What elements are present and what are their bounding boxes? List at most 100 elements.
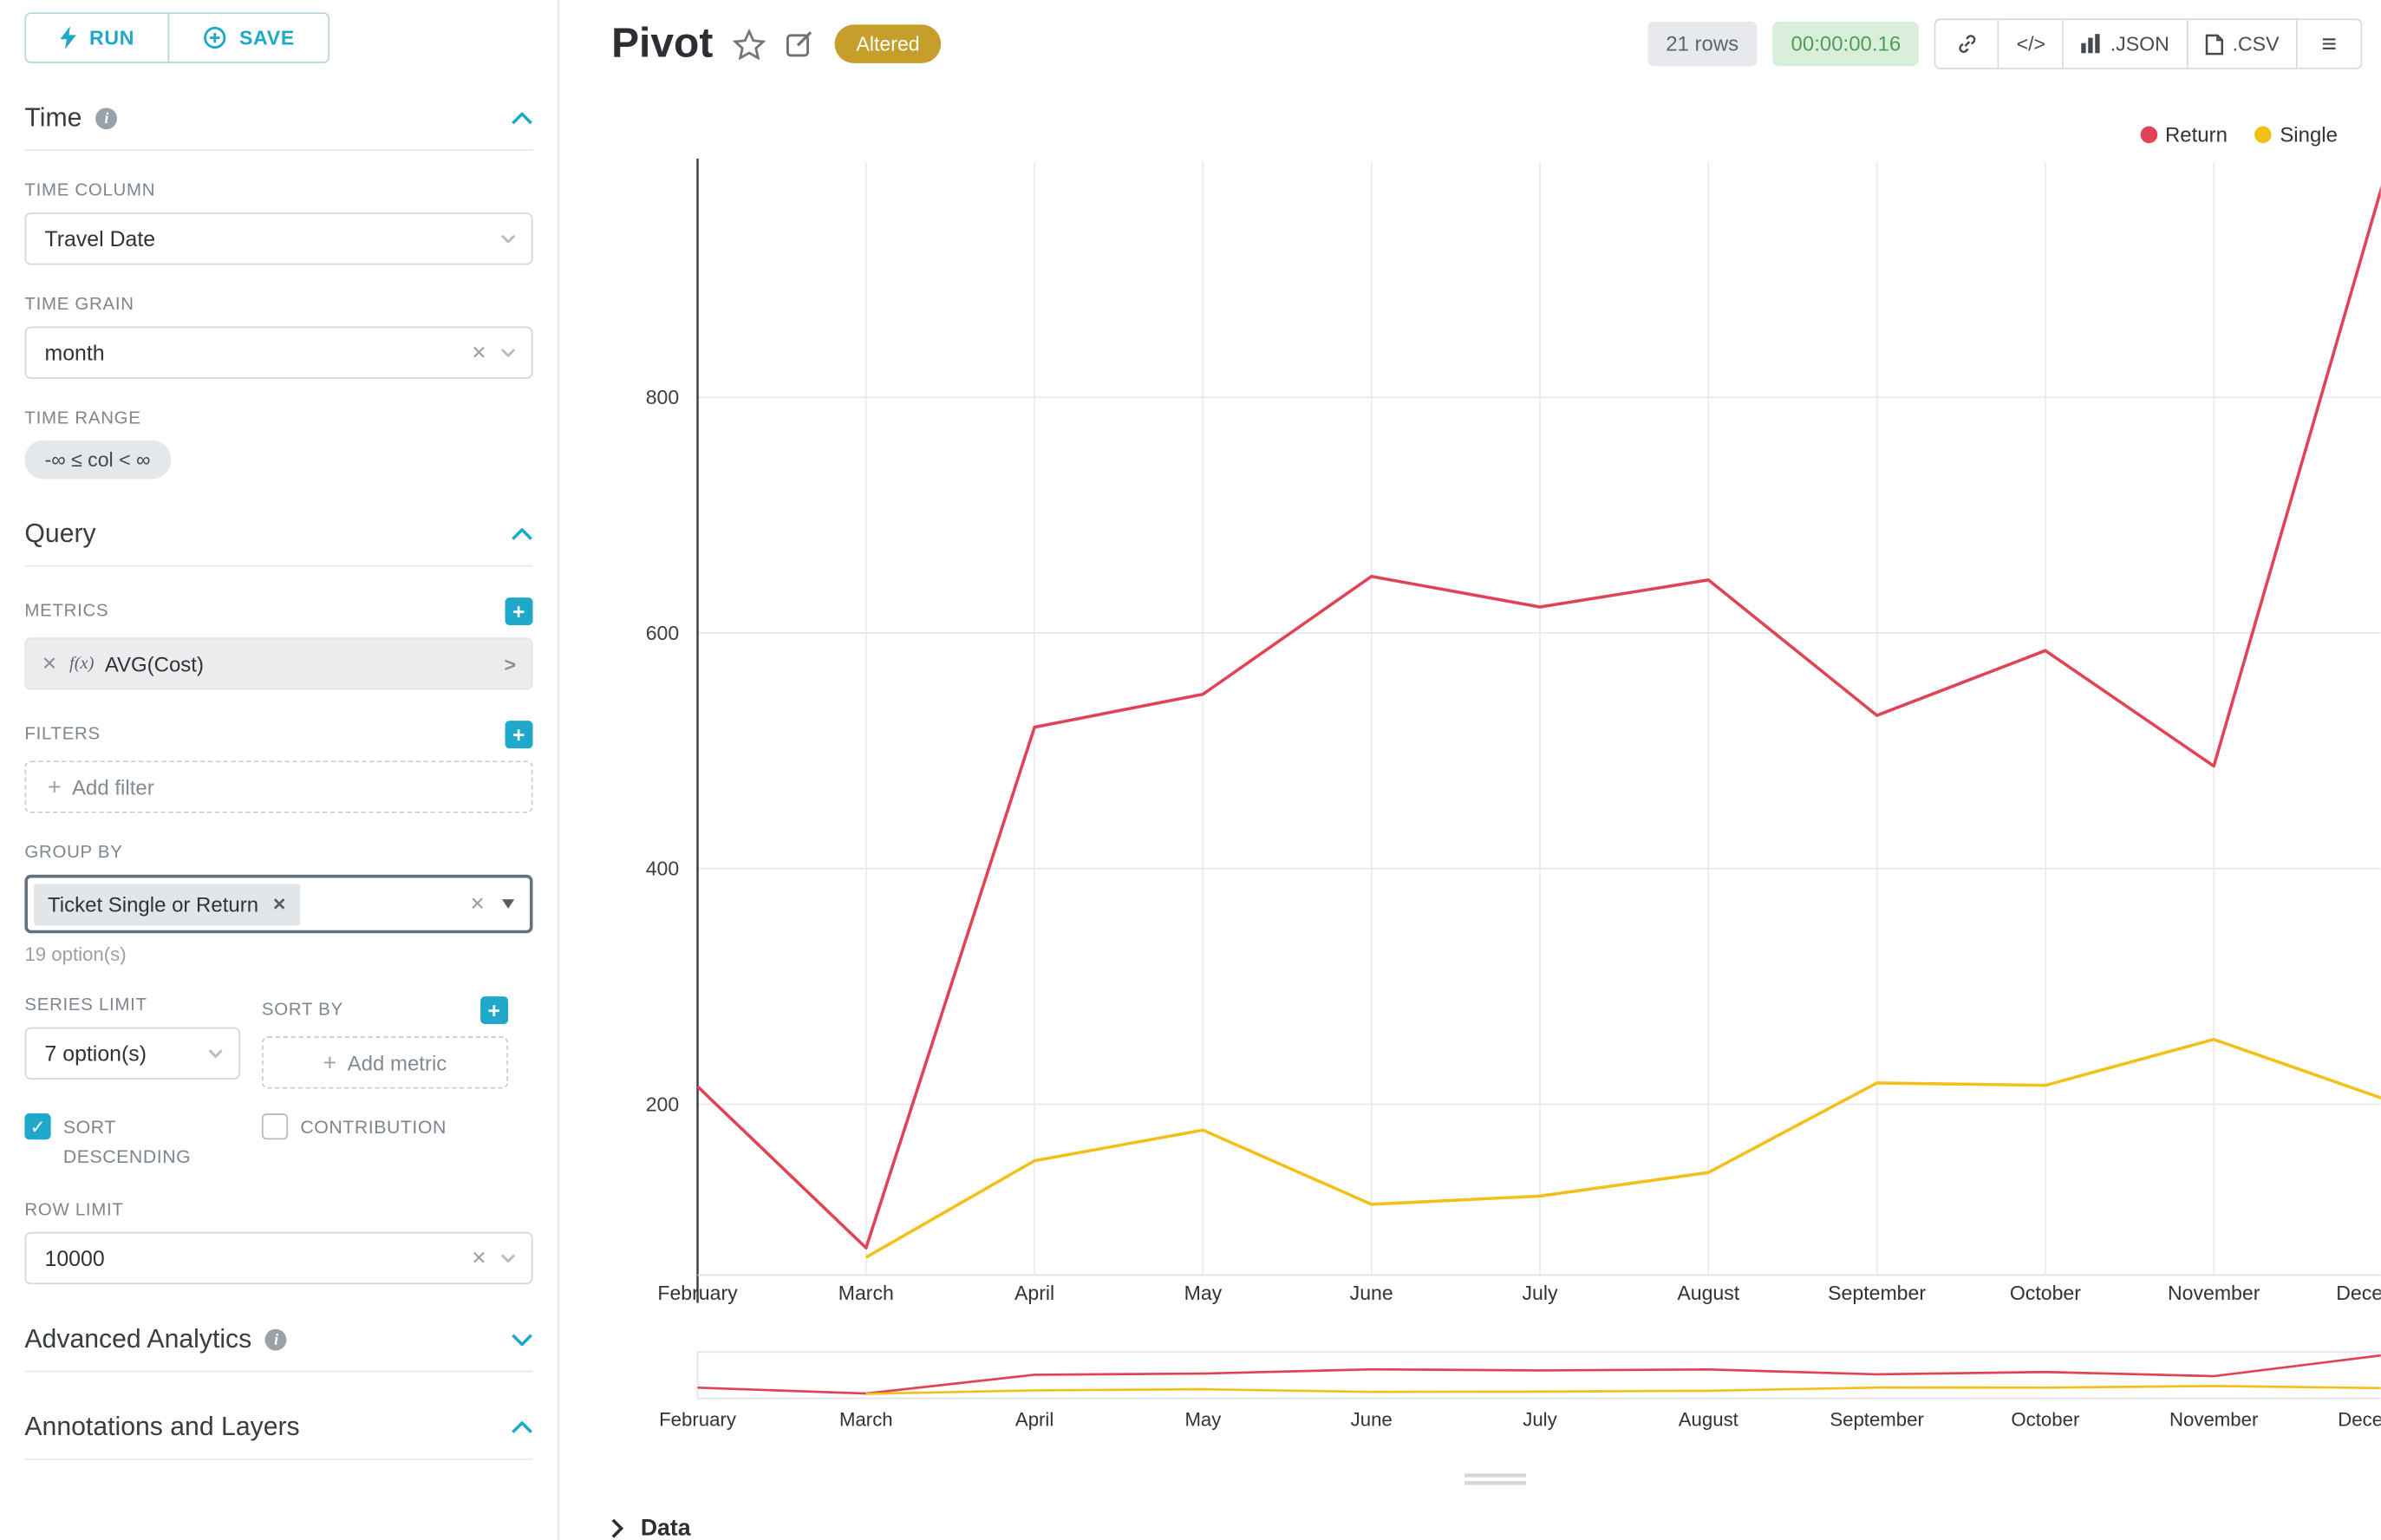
- svg-text:March: March: [838, 1282, 894, 1304]
- group-by-label: GROUP BY: [24, 844, 123, 863]
- group-by-select[interactable]: Ticket Single or Return ✕ ✕: [24, 874, 533, 934]
- time-section-title: Time: [24, 102, 82, 133]
- export-csv-button[interactable]: .CSV: [2188, 18, 2298, 69]
- run-button[interactable]: RUN: [26, 13, 169, 62]
- remove-chip-icon[interactable]: ✕: [272, 895, 287, 915]
- group-by-chip[interactable]: Ticket Single or Return ✕: [34, 883, 301, 925]
- favorite-star-icon[interactable]: [733, 28, 766, 60]
- info-icon: i: [265, 1329, 288, 1351]
- svg-text:November: November: [2168, 1282, 2260, 1304]
- save-label: SAVE: [238, 26, 295, 49]
- chevron-down-icon: [500, 234, 516, 244]
- clear-icon[interactable]: ✕: [471, 1247, 487, 1269]
- svg-text:August: August: [1677, 1282, 1739, 1304]
- query-section-header[interactable]: Query: [24, 519, 533, 567]
- add-metric-label: Add metric: [347, 1051, 447, 1074]
- menu-button[interactable]: ≡: [2297, 18, 2363, 69]
- svg-text:May: May: [1184, 1282, 1223, 1304]
- svg-text:December: December: [2338, 1409, 2380, 1431]
- chart-legend: Return Single: [2140, 123, 2338, 147]
- run-save-group: RUN SAVE: [24, 12, 330, 63]
- chevron-up-icon[interactable]: [512, 112, 533, 125]
- legend-item[interactable]: Single: [2254, 123, 2338, 147]
- chevron-down-icon: [500, 349, 516, 358]
- svg-text:February: February: [659, 1409, 737, 1431]
- add-sort-metric-box[interactable]: + Add metric: [261, 1036, 509, 1089]
- data-panel-title: Data: [640, 1515, 691, 1540]
- contribution-checkbox[interactable]: [261, 1113, 289, 1140]
- view-query-button[interactable]: </>: [1999, 18, 2065, 69]
- code-icon: </>: [2016, 32, 2045, 55]
- sort-descending-label: SORT DESCENDING: [62, 1116, 192, 1167]
- svg-text:December: December: [2336, 1282, 2380, 1304]
- clear-icon[interactable]: ✕: [471, 342, 487, 364]
- metric-chip[interactable]: ✕ f(x) AVG(Cost) >: [24, 637, 533, 690]
- legend-dot: [2140, 126, 2158, 144]
- add-sort-metric-plus-button[interactable]: +: [480, 996, 509, 1025]
- add-filter-plus-button[interactable]: +: [505, 721, 533, 749]
- svg-text:400: 400: [646, 858, 680, 880]
- legend-item[interactable]: Return: [2140, 123, 2228, 147]
- line-chart-canvas: 200 400 600 800 February March April May June Jul…: [646, 158, 2381, 1485]
- contribution-label: CONTRIBUTION: [300, 1116, 447, 1139]
- link-icon: [1959, 35, 1976, 53]
- remove-metric-icon[interactable]: ✕: [41, 653, 57, 675]
- chart-bars-icon: [2081, 34, 2101, 54]
- svg-text:600: 600: [646, 622, 680, 644]
- advanced-analytics-header[interactable]: Advanced Analytics i: [24, 1324, 533, 1373]
- chevron-right-icon[interactable]: >: [504, 652, 516, 675]
- svg-text:May: May: [1184, 1409, 1222, 1431]
- info-icon: i: [95, 108, 118, 130]
- svg-text:October: October: [2011, 1409, 2080, 1431]
- legend-label: Single: [2280, 123, 2338, 147]
- document-icon: [2205, 33, 2223, 55]
- svg-text:June: June: [1351, 1409, 1393, 1431]
- contribution-option[interactable]: CONTRIBUTION: [261, 1113, 508, 1171]
- time-grain-label: TIME GRAIN: [24, 295, 134, 315]
- filters-label: FILTERS: [24, 725, 101, 744]
- svg-text:800: 800: [646, 386, 680, 408]
- plus-circle-icon: [204, 26, 227, 49]
- plus-icon: +: [323, 1049, 337, 1076]
- svg-text:August: August: [1679, 1409, 1738, 1431]
- chart-header: Pivot Altered 21 rows 00:00:00.16 </> .J…: [611, 18, 2363, 69]
- time-column-select[interactable]: Travel Date: [24, 212, 533, 265]
- series-limit-value: 7 option(s): [44, 1041, 147, 1066]
- row-count-badge: 21 rows: [1647, 21, 1758, 67]
- time-section-header[interactable]: Time i: [24, 102, 533, 152]
- svg-text:November: November: [2169, 1409, 2259, 1431]
- time-range-pill[interactable]: -∞ ≤ col < ∞: [24, 440, 171, 480]
- export-json-button[interactable]: .JSON: [2064, 18, 2189, 69]
- fx-icon: f(x): [69, 654, 95, 674]
- edit-icon[interactable]: [786, 29, 815, 59]
- csv-label: .CSV: [2232, 32, 2280, 55]
- filters-label-row: FILTERS +: [24, 721, 533, 749]
- series-limit-select[interactable]: 7 option(s): [24, 1027, 241, 1080]
- save-button[interactable]: SAVE: [168, 13, 329, 62]
- clear-icon[interactable]: ✕: [469, 893, 486, 915]
- export-button-group: </> .JSON .CSV ≡: [1934, 18, 2363, 69]
- chevron-down-icon[interactable]: [512, 1334, 533, 1347]
- svg-text:March: March: [839, 1409, 893, 1431]
- dropdown-caret-icon[interactable]: [501, 899, 515, 909]
- chevron-up-icon[interactable]: [512, 528, 533, 540]
- chevron-right-icon: [611, 1518, 624, 1538]
- add-filter-box[interactable]: + Add filter: [24, 760, 533, 813]
- time-grain-select[interactable]: month ✕: [24, 326, 533, 379]
- metric-name: AVG(Cost): [104, 652, 204, 675]
- advanced-analytics-title: Advanced Analytics: [24, 1324, 252, 1354]
- add-metric-plus-button[interactable]: +: [505, 597, 533, 626]
- time-column-value: Travel Date: [44, 226, 156, 251]
- row-limit-select[interactable]: 10000 ✕: [24, 1232, 533, 1285]
- copy-link-button[interactable]: [1934, 18, 1999, 69]
- annotations-layers-header[interactable]: Annotations and Layers: [24, 1413, 533, 1460]
- chart-panel: Pivot Altered 21 rows 00:00:00.16 </> .J…: [559, 0, 2381, 1540]
- sort-descending-checkbox[interactable]: ✓: [24, 1113, 51, 1140]
- time-grain-value: month: [44, 340, 105, 365]
- run-label: RUN: [89, 26, 135, 49]
- svg-text:April: April: [1015, 1409, 1054, 1431]
- svg-text:July: July: [1522, 1282, 1558, 1304]
- chevron-up-icon[interactable]: [512, 1421, 533, 1434]
- sort-descending-option[interactable]: ✓ SORT DESCENDING: [24, 1113, 240, 1171]
- data-panel-expander[interactable]: Data: [611, 1515, 691, 1540]
